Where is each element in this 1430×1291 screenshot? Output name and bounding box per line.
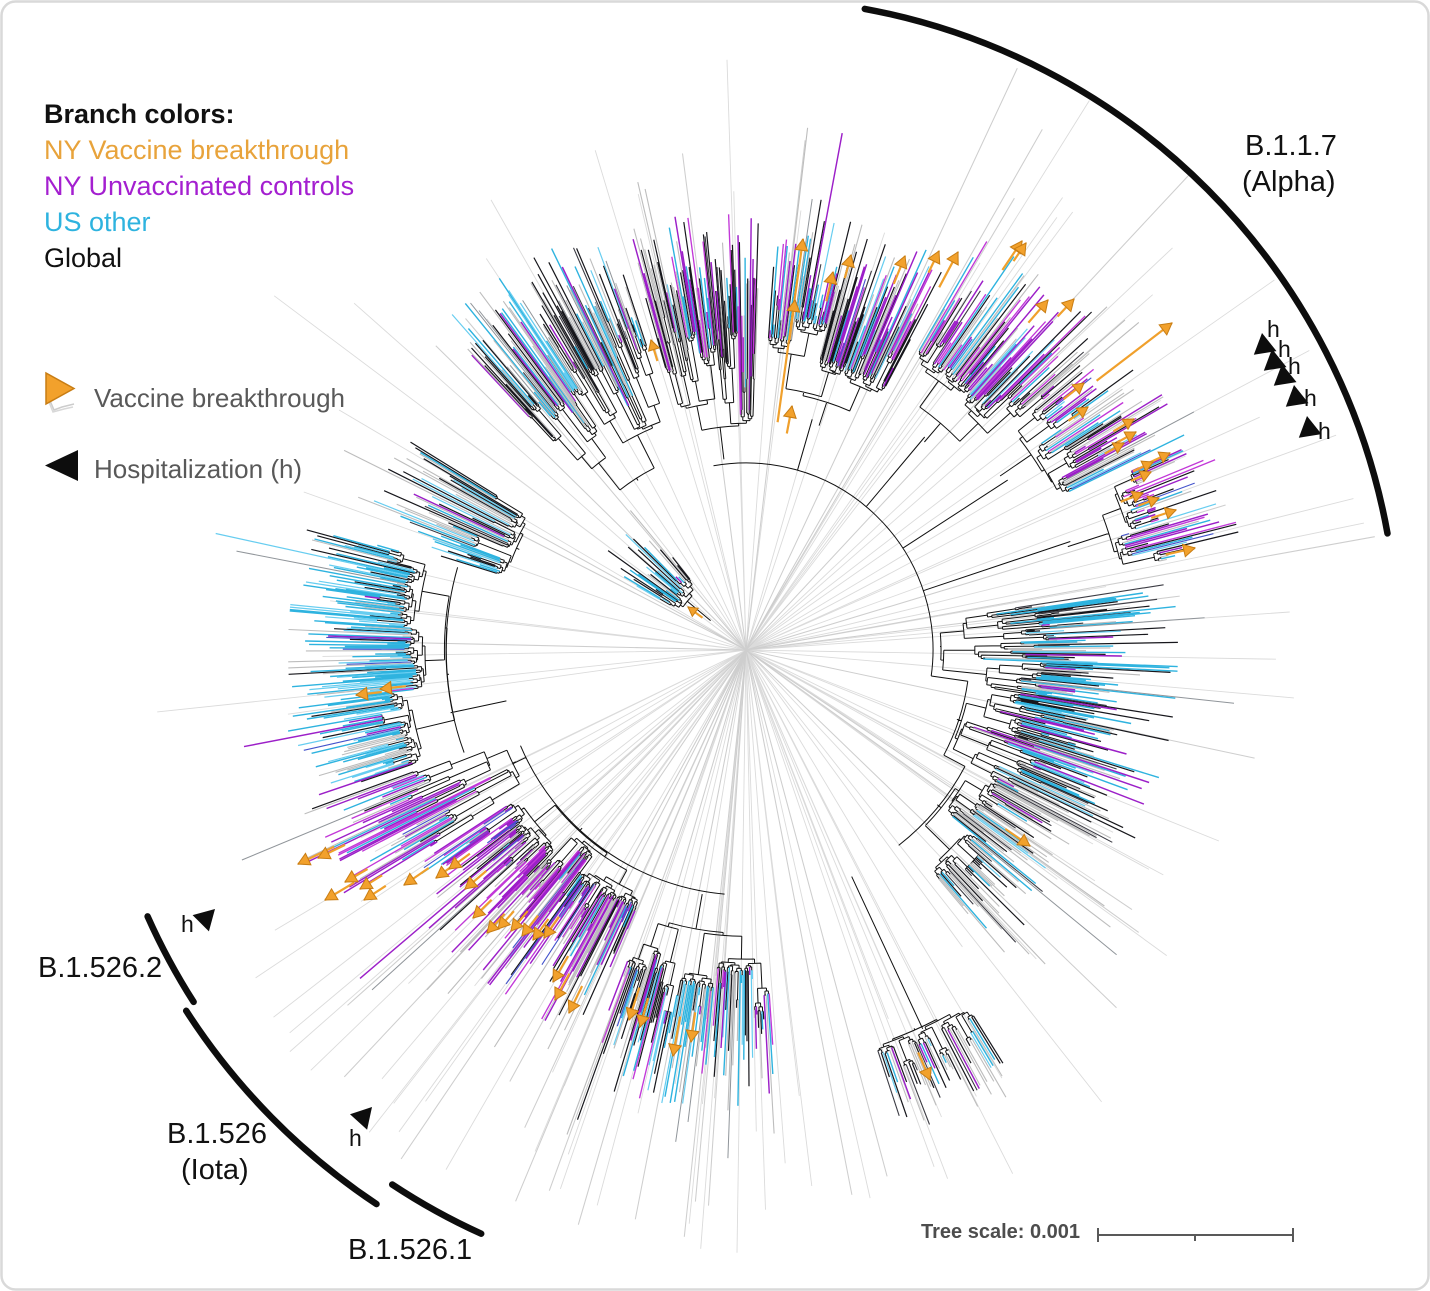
svg-text:h: h	[181, 911, 194, 937]
svg-text:h: h	[1318, 418, 1331, 444]
svg-text:h: h	[1278, 336, 1291, 362]
svg-text:h: h	[1288, 353, 1301, 379]
svg-text:h: h	[1267, 316, 1280, 342]
svg-text:h: h	[349, 1125, 362, 1151]
svg-text:h: h	[1304, 385, 1317, 411]
